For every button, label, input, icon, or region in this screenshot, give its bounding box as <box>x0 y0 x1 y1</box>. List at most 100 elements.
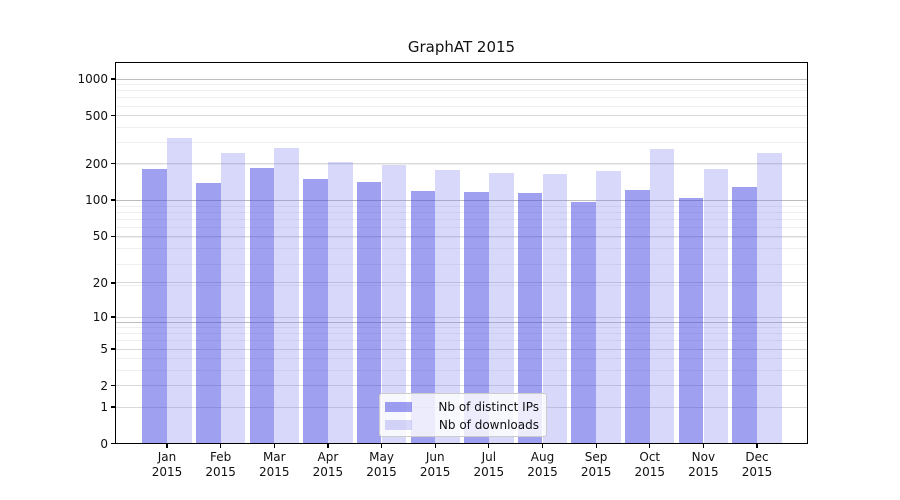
bar-downloads <box>596 171 621 444</box>
gridline <box>115 163 808 165</box>
y-tick-label: 500 <box>85 108 108 123</box>
gridline <box>115 126 808 128</box>
legend: Nb of distinct IPs Nb of downloads <box>379 393 547 437</box>
gridline <box>115 205 808 207</box>
x-tick-label: Jun 2015 <box>419 450 451 479</box>
x-tick-mark <box>434 444 436 448</box>
y-tick-label: 1 <box>100 400 108 415</box>
y-tick-mark <box>111 78 115 80</box>
gridline <box>115 235 808 237</box>
y-tick-label: 1000 <box>77 72 108 87</box>
legend-entry-distinct-ips: Nb of distinct IPs <box>385 398 539 416</box>
gridline <box>115 316 808 318</box>
gridline <box>115 236 808 238</box>
gridline <box>115 105 808 107</box>
gridline <box>115 340 808 342</box>
gridline <box>115 333 808 335</box>
y-tick-mark <box>111 282 115 284</box>
bar-downloads <box>757 153 782 444</box>
gridline <box>115 248 808 250</box>
gridline <box>115 227 808 229</box>
gridline <box>115 263 808 265</box>
y-tick-mark <box>111 316 115 318</box>
gridline <box>115 369 808 371</box>
gridline <box>115 142 808 144</box>
gridline <box>115 321 808 323</box>
gridline <box>115 285 808 287</box>
x-tick-label: Apr 2015 <box>312 450 344 479</box>
gridline <box>115 97 808 99</box>
gridline <box>115 348 808 350</box>
y-tick-mark <box>111 348 115 350</box>
x-tick-label: May 2015 <box>366 450 397 479</box>
legend-label-distinct-ips: Nb of distinct IPs <box>438 400 539 414</box>
x-tick-mark <box>488 444 490 448</box>
bar-distinct-ips <box>732 187 757 444</box>
bar-distinct-ips <box>625 190 650 444</box>
x-tick-label: Dec 2015 <box>741 450 773 479</box>
gridline <box>115 78 808 80</box>
bar-distinct-ips <box>678 198 704 444</box>
x-tick-mark <box>649 444 651 448</box>
chart-title: GraphAT 2015 <box>407 38 516 56</box>
y-tick-mark <box>111 406 115 408</box>
legend-swatch-distinct-ips <box>385 402 412 412</box>
x-tick-mark <box>273 444 275 448</box>
x-tick-label: Nov 2015 <box>688 450 719 479</box>
plot-area: Nb of distinct IPs Nb of downloads <box>115 62 808 444</box>
gridline <box>115 90 808 92</box>
bar-distinct-ips <box>356 182 382 444</box>
legend-entry-downloads: Nb of downloads <box>385 416 539 434</box>
x-tick-label: Mar 2015 <box>258 450 290 479</box>
gridline <box>115 200 808 202</box>
x-tick-label: Jul 2015 <box>473 450 505 479</box>
legend-swatch-downloads <box>385 420 412 430</box>
x-tick-mark <box>702 444 704 448</box>
x-tick-mark <box>756 444 758 448</box>
gridline <box>115 84 808 86</box>
x-tick-label: Oct 2015 <box>634 450 666 479</box>
x-tick-mark <box>541 444 544 448</box>
y-tick-label: 2 <box>100 378 108 393</box>
y-tick-label: 5 <box>100 342 108 357</box>
y-tick-label: 200 <box>85 156 108 171</box>
x-tick-mark <box>220 444 222 448</box>
gridline <box>115 282 808 284</box>
y-tick-mark <box>111 443 115 445</box>
y-tick-mark <box>111 199 115 201</box>
gridline <box>115 199 808 201</box>
bar-distinct-ips <box>249 168 275 444</box>
x-tick-label: Feb 2015 <box>205 450 236 479</box>
gridline <box>115 385 808 387</box>
y-tick-label: 50 <box>92 229 108 244</box>
x-tick-label: Aug 2015 <box>527 450 558 479</box>
y-tick-label: 10 <box>92 310 108 325</box>
x-tick-mark <box>595 444 597 448</box>
y-tick-label: 0 <box>100 436 108 451</box>
y-tick-label: 100 <box>85 193 108 208</box>
bar-downloads <box>167 138 192 444</box>
x-tick-mark <box>166 444 168 448</box>
bar-downloads <box>703 169 729 444</box>
gridline <box>115 211 808 213</box>
bar-downloads <box>274 147 299 444</box>
gridline <box>115 115 808 117</box>
bar-distinct-ips <box>303 178 328 444</box>
x-tick-label: Sep 2015 <box>580 450 612 479</box>
gridline <box>115 358 808 360</box>
x-tick-label: Jan 2015 <box>151 450 183 479</box>
bar-distinct-ips <box>571 202 596 444</box>
bar-downloads <box>328 161 353 444</box>
y-tick-mark <box>111 163 115 165</box>
x-tick-mark <box>380 444 383 448</box>
gridline <box>115 327 808 329</box>
legend-label-downloads: Nb of downloads <box>438 418 539 432</box>
y-tick-label: 20 <box>92 275 108 290</box>
x-tick-mark <box>327 444 329 448</box>
bar-distinct-ips <box>142 169 167 444</box>
y-tick-mark <box>111 114 115 117</box>
gridline <box>115 218 808 220</box>
bar-downloads <box>649 148 675 444</box>
bar-downloads <box>220 152 246 444</box>
